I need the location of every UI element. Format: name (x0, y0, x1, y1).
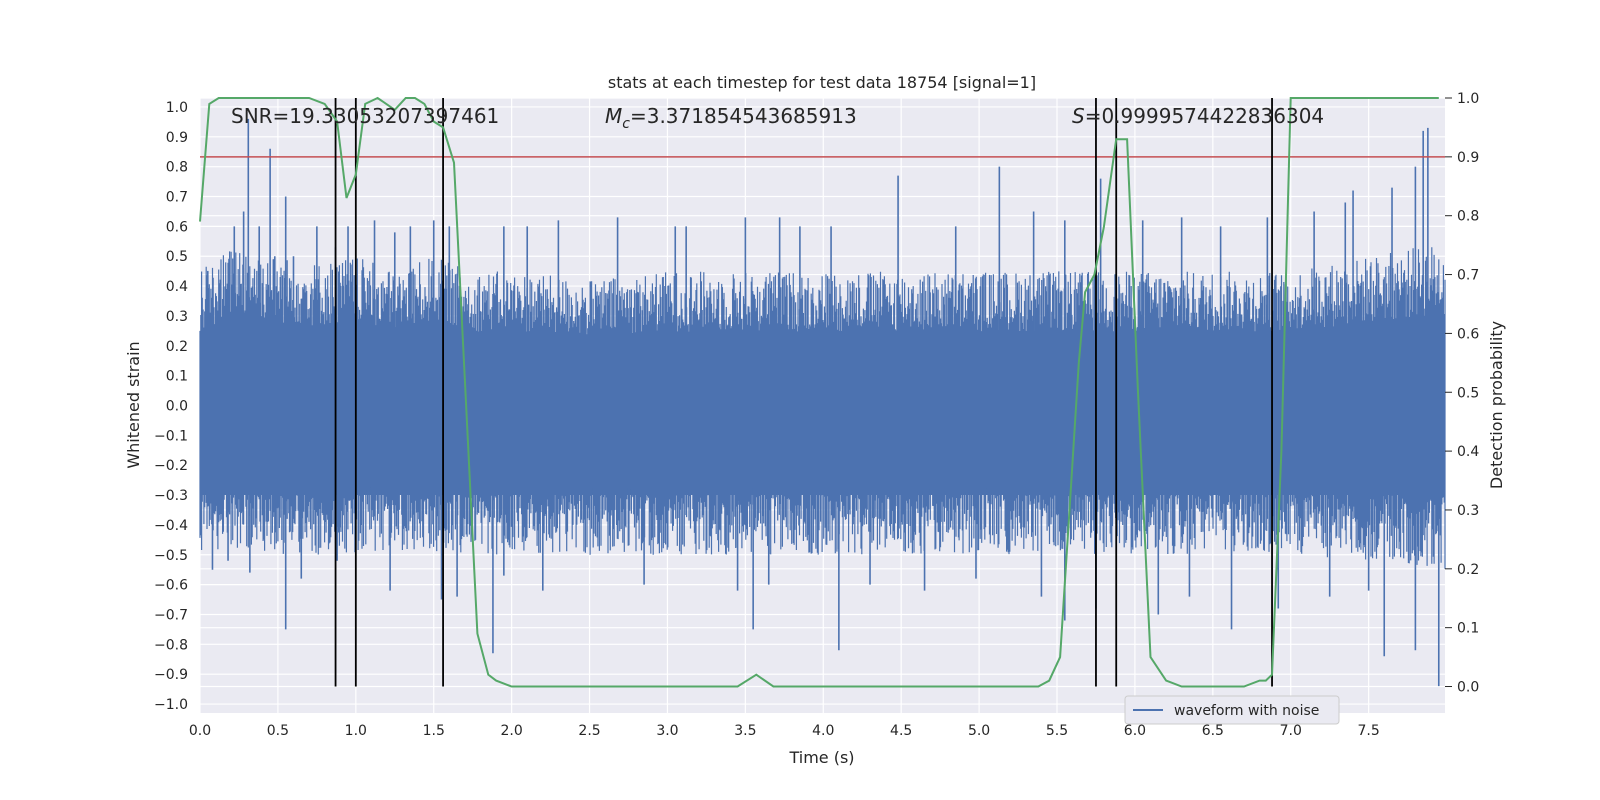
y-right-tick-label: 0.0 (1457, 680, 1479, 696)
y-left-tick-label: −0.3 (154, 488, 188, 504)
y-left-tick-label: −0.7 (154, 607, 188, 623)
y-left-tick-label: 0.0 (166, 399, 188, 415)
y-left-tick-label: 0.6 (166, 219, 188, 235)
y-left-tick-label: −0.8 (154, 637, 188, 653)
x-tick-label: 7.5 (1358, 723, 1380, 739)
y-right-tick-label: 0.5 (1457, 385, 1479, 401)
x-tick-label: 5.0 (968, 723, 990, 739)
x-axis-ticks: 0.0 0.5 1.0 1.5 2.0 2.5 3.0 3.5 4.0 4.5 5.0 5.5 6.0 6… (189, 723, 1380, 739)
x-tick-label: 6.5 (1202, 723, 1224, 739)
y-left-tick-label: 0.9 (166, 130, 188, 146)
y-left-tick-label: 1.0 (166, 100, 188, 116)
snr-annotation: SNR=19.33053207397461 (231, 104, 499, 128)
x-tick-label: 1.5 (423, 723, 445, 739)
y-left-tick-label: 0.7 (166, 190, 188, 206)
x-tick-label: 4.5 (890, 723, 912, 739)
x-axis-label: Time (s) (788, 748, 854, 767)
y-right-tick-label: 0.7 (1457, 268, 1479, 284)
statistic-annotation: S=0.9999574422836304 (1072, 104, 1324, 128)
statistic-value: =0.9999574422836304 (1085, 104, 1324, 128)
y-right-tick-label: 0.8 (1457, 209, 1479, 225)
y-axis-right-ticks: 1.0 0.9 0.8 0.7 0.6 0.5 0.4 0.3 0.2 0.1 0.0 (1445, 91, 1479, 696)
y-right-tick-label: 0.1 (1457, 621, 1479, 637)
y-left-tick-label: 0.2 (166, 339, 188, 355)
y-axis-right-label: Detection probability (1487, 321, 1506, 489)
legend-label-waveform: waveform with noise (1174, 703, 1319, 719)
x-tick-label: 2.0 (501, 723, 523, 739)
y-left-tick-label: −0.1 (154, 428, 188, 444)
chirp-mass-annotation: Mc=3.371854543685913 (605, 104, 857, 132)
x-tick-label: 0.5 (267, 723, 289, 739)
x-tick-label: 2.5 (578, 723, 600, 739)
x-tick-label: 3.5 (734, 723, 756, 739)
chirp-mass-subscript: c (622, 116, 630, 132)
legend-box (1124, 695, 1340, 725)
y-right-tick-label: 0.4 (1457, 444, 1479, 460)
x-tick-label: 7.0 (1280, 723, 1302, 739)
y-left-tick-label: 0.4 (166, 279, 188, 295)
y-left-tick-label: −0.4 (154, 518, 188, 534)
y-axis-left-ticks: 1.0 0.9 0.8 0.7 0.6 0.5 0.4 0.3 0.2 0.1 0.0 −0.1 −0.… (154, 100, 188, 713)
chart-title: stats at each timestep for test data 187… (608, 73, 1036, 92)
y-left-tick-label: −0.9 (154, 667, 188, 683)
y-left-tick-label: −0.5 (154, 548, 188, 564)
y-left-tick-label: −1.0 (154, 697, 188, 713)
y-right-tick-label: 0.9 (1457, 150, 1479, 166)
probability-series (199, 96, 1439, 688)
x-tick-label: 4.0 (812, 723, 834, 739)
statistic-symbol: S (1072, 104, 1085, 128)
y-left-tick-label: 0.8 (166, 160, 188, 176)
y-right-tick-label: 0.2 (1457, 562, 1479, 578)
y-left-tick-label: 0.3 (166, 309, 188, 325)
y-left-tick-label: 0.5 (166, 249, 188, 265)
y-left-tick-label: −0.2 (154, 458, 188, 474)
chirp-mass-symbol: M (605, 104, 622, 128)
x-tick-label: 0.0 (189, 723, 211, 739)
y-left-tick-label: 0.1 (166, 369, 188, 385)
y-right-tick-label: 0.3 (1457, 503, 1479, 519)
y-right-tick-label: 0.6 (1457, 326, 1479, 342)
x-tick-label: 6.0 (1124, 723, 1146, 739)
vertical-markers (334, 98, 1273, 687)
x-tick-label: 5.5 (1046, 723, 1068, 739)
y-left-tick-label: −0.6 (154, 578, 188, 594)
y-axis-left-label: Whitened strain (124, 341, 143, 468)
y-right-tick-label: 1.0 (1457, 91, 1479, 107)
x-tick-label: 3.0 (656, 723, 678, 739)
probability-line (199, 96, 1439, 688)
chirp-mass-value: =3.371854543685913 (630, 104, 857, 128)
x-tick-label: 1.0 (345, 723, 367, 739)
legend: waveform with noise (1124, 695, 1340, 725)
